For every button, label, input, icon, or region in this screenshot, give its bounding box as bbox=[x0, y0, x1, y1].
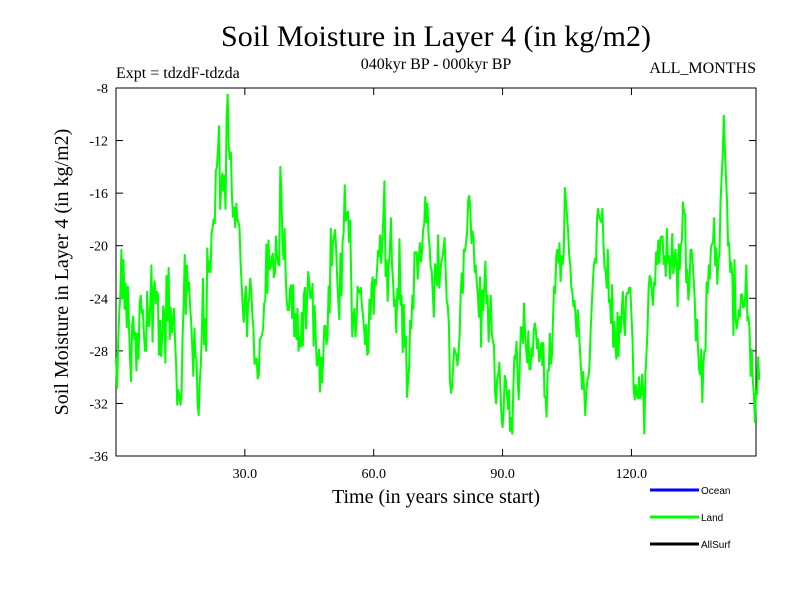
legend-label-allsurf: AllSurf bbox=[701, 540, 731, 551]
legend-label-land: Land bbox=[701, 513, 723, 524]
y-axis: -36 -32 -28 -24 -20 -16 -12 -8 bbox=[89, 82, 756, 465]
x-tick-label: 60.0 bbox=[361, 467, 386, 482]
y-tick-label: -8 bbox=[96, 82, 108, 97]
y-tick-label: -12 bbox=[89, 135, 108, 150]
y-tick-label: -32 bbox=[89, 397, 108, 412]
legend-label-ocean: Ocean bbox=[701, 486, 730, 497]
legend: Ocean Land AllSurf bbox=[650, 486, 731, 551]
y-tick-label: -36 bbox=[89, 450, 108, 465]
y-axis-label: Soil Moisture in Layer 4 (in kg/m2) bbox=[51, 129, 73, 416]
plot-frame bbox=[115, 87, 757, 457]
y-tick-label: -28 bbox=[89, 345, 108, 360]
chart-subtitle-left: Expt = tdzdF-tdzda bbox=[116, 65, 240, 82]
y-tick-label: -24 bbox=[89, 292, 108, 307]
chart-subtitle-center: 040kyr BP - 000kyr BP bbox=[361, 56, 512, 73]
series-line-land bbox=[115, 93, 761, 435]
plot-area: -36 -32 -28 -24 -20 -16 -12 -8 30.0 60.0 90.0 120.… bbox=[89, 82, 761, 482]
x-tick-label: 90.0 bbox=[490, 467, 515, 482]
chart-subtitle-right: ALL_MONTHS bbox=[649, 60, 756, 77]
y-tick-label: -16 bbox=[89, 187, 108, 202]
x-tick-label: 120.0 bbox=[616, 467, 648, 482]
x-axis-label: Time (in years since start) bbox=[332, 486, 540, 508]
y-tick-label: -20 bbox=[89, 240, 108, 255]
x-axis: 30.0 60.0 90.0 120.0 bbox=[233, 88, 648, 482]
x-tick-label: 30.0 bbox=[233, 467, 258, 482]
chart-title: Soil Moisture in Layer 4 (in kg/m2) bbox=[221, 20, 651, 53]
